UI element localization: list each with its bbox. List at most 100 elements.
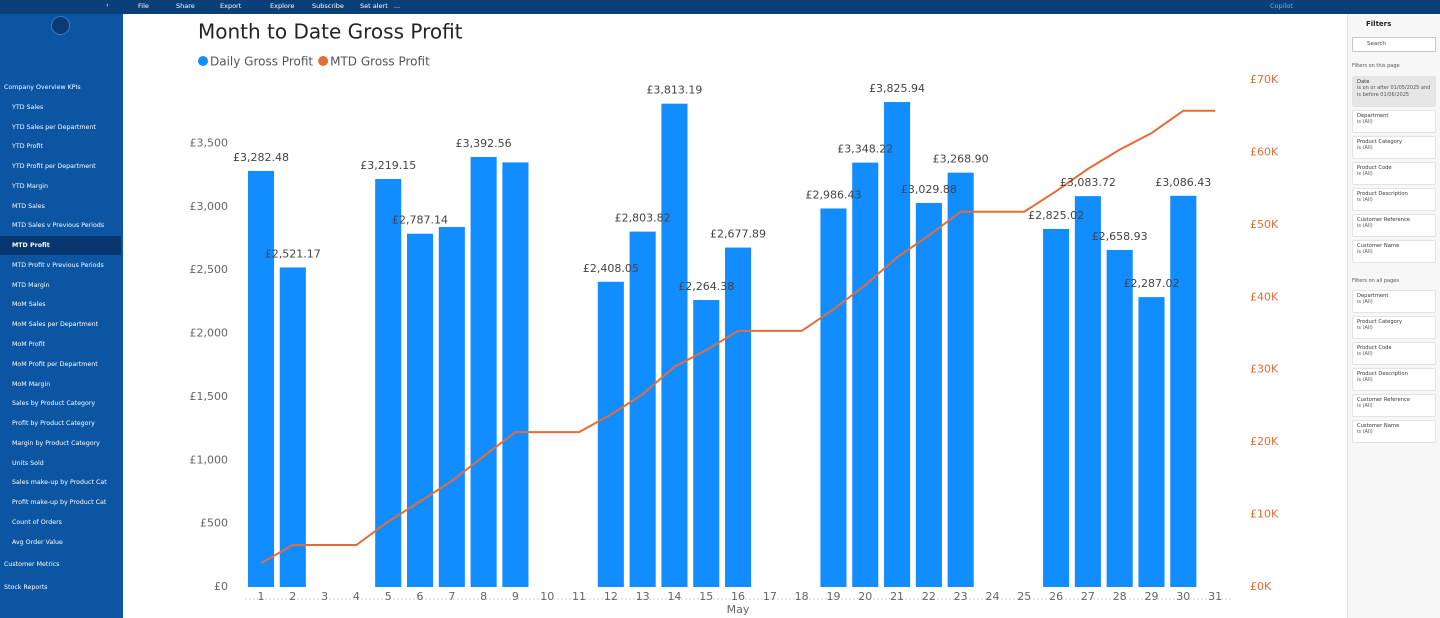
nav-item[interactable]: MoM Sales [12, 301, 46, 309]
menu-item[interactable]: Share [176, 2, 195, 10]
nav-item[interactable]: Avg Order Value [12, 538, 63, 546]
nav-item[interactable]: YTD Sales [12, 103, 44, 111]
filter-card[interactable]: Customer Reference is (All) [1352, 214, 1436, 237]
legend-label: MTD Gross Profit [330, 55, 430, 69]
nav-item[interactable]: MoM Sales per Department [12, 321, 99, 329]
nav-item[interactable]: MTD Profit [0, 236, 121, 256]
filter-card[interactable]: Product Category is (All) [1352, 136, 1436, 159]
nav-item[interactable]: YTD Sales per Department [12, 123, 96, 131]
bar [597, 281, 624, 587]
nav-item[interactable]: Units Sold [12, 459, 44, 467]
filter-name: Customer Reference [1357, 397, 1410, 403]
bar [1043, 228, 1070, 587]
y-tick-label: £3,500 [190, 136, 229, 149]
nav-item[interactable]: MTD Sales v Previous Periods [12, 222, 105, 230]
nav-item[interactable]: MoM Profit [12, 341, 46, 348]
data-label: £3,086.43 [1155, 176, 1211, 189]
filter-card[interactable]: Customer Name is (All) [1352, 420, 1436, 443]
menu-item[interactable]: File [138, 2, 149, 10]
filter-name: Product Category [1357, 319, 1403, 325]
data-label: £3,219.15 [360, 159, 416, 172]
nav-item[interactable]: YTD Margin [12, 182, 49, 190]
y2-tick-label: £40K [1250, 290, 1279, 303]
filter-card[interactable]: Department is (All) [1352, 110, 1436, 133]
x-tick-label: 1 [258, 590, 265, 603]
menu-item[interactable]: ... [394, 2, 401, 10]
nav-item[interactable]: YTD Profit per Department [12, 163, 96, 171]
bar [438, 227, 465, 587]
search-placeholder[interactable]: Search [1367, 41, 1386, 47]
filter-state: is (All) [1357, 429, 1373, 435]
filter-card[interactable]: Department is (All) [1352, 290, 1436, 313]
filter-name: Product Code [1357, 165, 1392, 171]
filter-card[interactable]: Product Category is (All) [1352, 316, 1436, 339]
y2-tick-label: £0K [1250, 580, 1272, 593]
filter-name: Customer Name [1357, 423, 1400, 429]
data-label: £3,813.19 [646, 84, 702, 97]
legend-marker [318, 56, 329, 66]
filter-state: is on or after 01/05/2025 and is before … [1357, 85, 1431, 98]
x-tick-label: 30 [1176, 590, 1190, 603]
nav-item[interactable]: Profit by Product Category [12, 420, 95, 428]
nav-item[interactable]: MTD Margin [12, 281, 50, 289]
bar [502, 162, 529, 587]
section-heading: Filters on this page [1352, 63, 1400, 69]
collapse-icon[interactable]: ‹ [106, 1, 109, 9]
nav-item[interactable]: MTD Sales [12, 202, 45, 210]
nav-item[interactable]: Sales make-up by Product Cat [12, 479, 107, 487]
bar [915, 202, 942, 587]
y2-tick-label: £50K [1250, 218, 1279, 231]
filter-card[interactable]: Customer Reference is (All) [1352, 394, 1436, 417]
x-tick-label: 12 [604, 590, 618, 603]
filter-state: is (All) [1357, 145, 1373, 151]
x-tick-label: 16 [731, 590, 745, 603]
nav-item[interactable]: Margin by Product Category [12, 439, 100, 447]
data-label: £3,268.90 [933, 153, 989, 166]
filter-name: Date [1357, 79, 1370, 85]
nav-section[interactable]: Stock Reports [4, 584, 48, 592]
x-tick-label: 11 [572, 590, 586, 603]
nav-item[interactable]: Count of Orders [12, 518, 62, 526]
navigation-pane: Company Overview KPIs YTD Sales YTD Sales … [0, 14, 123, 618]
nav-item[interactable]: Profit make-up by Product Cat [12, 499, 107, 507]
filter-name: Product Description [1357, 191, 1408, 197]
filter-card[interactable]: Product Description is (All) [1352, 368, 1436, 391]
search-box[interactable]: Search [1352, 37, 1436, 52]
y2-tick-label: £70K [1250, 73, 1279, 86]
y-tick-label: £500 [200, 517, 228, 530]
bar [629, 231, 656, 587]
x-tick-label: 29 [1144, 590, 1158, 603]
nav-item[interactable]: Sales by Product Category [12, 400, 96, 408]
filter-name: Customer Name [1357, 243, 1400, 249]
bar [279, 267, 306, 587]
filters-title: Filters [1366, 20, 1392, 28]
filter-card[interactable]: Date is on or after 01/05/2025 and is bef… [1352, 76, 1436, 107]
nav-item[interactable]: MoM Margin [12, 380, 51, 388]
filter-card[interactable]: Product Code is (All) [1352, 342, 1436, 365]
filter-card[interactable]: Product Description is (All) [1352, 188, 1436, 211]
nav-section[interactable]: Customer Metrics [4, 561, 60, 569]
filter-card[interactable]: Customer Name is (All) [1352, 240, 1436, 263]
top-bar: ‹ File Share Export Explore Subscribe Set ale… [0, 0, 1440, 14]
nav-item[interactable]: MTD Profit v Previous Periods [12, 261, 104, 269]
menu-item[interactable]: Explore [270, 2, 295, 10]
x-tick-label: 9 [512, 590, 519, 603]
bar [820, 208, 847, 587]
x-tick-label: 19 [826, 590, 840, 603]
menu-item[interactable]: Subscribe [312, 2, 344, 10]
menu-item[interactable]: Export [220, 2, 242, 10]
data-label: £2,803.82 [615, 212, 671, 225]
filter-card[interactable]: Product Code is (All) [1352, 162, 1436, 185]
nav-item[interactable]: MoM Profit per Department [12, 360, 98, 368]
filter-state: is (All) [1357, 299, 1373, 305]
filter-state: is (All) [1357, 377, 1373, 383]
logo [51, 16, 70, 35]
nav-section[interactable]: Company Overview KPIs [4, 84, 81, 91]
nav-item[interactable]: YTD Profit [12, 143, 43, 151]
copilot-button[interactable]: Copilot [1270, 2, 1293, 10]
filter-name: Product Category [1357, 139, 1403, 145]
data-label: £3,392.56 [456, 137, 512, 150]
menu-item[interactable]: Set alert [360, 2, 388, 10]
